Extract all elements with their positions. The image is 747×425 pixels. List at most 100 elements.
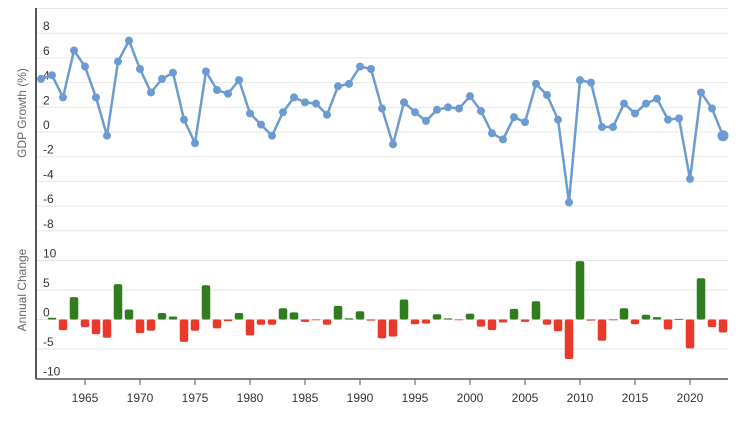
positive-bar xyxy=(124,309,134,320)
data-point xyxy=(477,107,485,116)
data-point xyxy=(103,131,111,140)
data-point xyxy=(334,82,342,91)
negative-bar xyxy=(388,319,398,337)
data-point xyxy=(708,104,716,113)
data-point xyxy=(642,99,650,108)
data-point xyxy=(411,108,419,117)
x-tick-label: 1985 xyxy=(292,391,319,405)
annual-change-bars xyxy=(47,261,728,360)
chart-axes xyxy=(35,8,728,380)
data-point xyxy=(521,118,529,127)
negative-bar xyxy=(212,319,222,329)
data-point xyxy=(323,110,331,119)
y-tick-label: -6 xyxy=(43,192,54,206)
negative-bar xyxy=(718,319,728,333)
data-point xyxy=(400,98,408,107)
data-point xyxy=(191,139,199,148)
negative-bar xyxy=(487,319,497,331)
data-point xyxy=(653,94,661,103)
negative-bar xyxy=(476,319,486,327)
y-tick-label: -4 xyxy=(43,167,54,181)
data-point xyxy=(37,74,45,83)
data-point xyxy=(444,103,452,112)
data-point xyxy=(565,198,573,207)
negative-bar xyxy=(498,319,508,323)
data-point xyxy=(147,88,155,97)
data-point xyxy=(433,105,441,114)
last-data-point xyxy=(717,130,729,142)
positive-bar xyxy=(465,313,475,320)
data-point xyxy=(631,109,639,118)
x-tick-label: 1990 xyxy=(347,391,374,405)
negative-bar xyxy=(300,319,310,322)
negative-bar xyxy=(322,319,332,325)
y-tick-label: 8 xyxy=(43,19,50,33)
positive-bar xyxy=(344,318,354,320)
x-tick-label: 2010 xyxy=(567,391,594,405)
negative-bar xyxy=(80,319,90,328)
positive-bar xyxy=(696,278,706,320)
data-point xyxy=(213,86,221,95)
data-point xyxy=(675,114,683,123)
data-point xyxy=(345,79,353,88)
data-point xyxy=(367,65,375,74)
y-tick-label: 4 xyxy=(43,69,50,83)
positive-bar xyxy=(278,308,288,320)
negative-bar xyxy=(564,319,574,360)
data-point xyxy=(422,116,430,125)
data-point xyxy=(609,123,617,132)
data-point xyxy=(664,115,672,124)
gdp-growth-gridlines: 8 6 4 2 0 -2 -4 -6 -8 xyxy=(36,8,728,232)
y-tick-label: -8 xyxy=(43,217,54,231)
data-point xyxy=(620,99,628,108)
negative-bar xyxy=(58,319,68,331)
x-axis-ticks: 1965 1970 1975 1980 1985 1990 1995 2000 2005 2010… xyxy=(72,379,704,405)
data-point xyxy=(136,65,144,74)
x-tick-label: 1970 xyxy=(127,391,154,405)
data-point xyxy=(543,90,551,99)
data-point xyxy=(268,131,276,140)
negative-bar xyxy=(421,319,431,324)
negative-bar xyxy=(267,319,277,325)
negative-bar xyxy=(597,319,607,341)
positive-bar xyxy=(113,284,123,320)
data-point xyxy=(125,36,133,45)
negative-bar xyxy=(454,319,464,321)
negative-bar xyxy=(102,319,112,338)
data-point xyxy=(697,88,705,97)
positive-bar xyxy=(652,317,662,320)
negative-bar xyxy=(663,319,673,330)
data-point xyxy=(158,74,166,83)
positive-bar xyxy=(399,299,409,320)
data-point xyxy=(301,98,309,107)
y-tick-label: -5 xyxy=(43,335,54,349)
data-point xyxy=(587,78,595,87)
data-point xyxy=(246,109,254,118)
x-tick-label: 2000 xyxy=(457,391,484,405)
data-point xyxy=(554,115,562,124)
negative-bar xyxy=(410,319,420,325)
y-tick-label: 6 xyxy=(43,44,50,58)
negative-bar xyxy=(146,319,156,331)
negative-bar xyxy=(366,319,376,321)
x-tick-label: 2015 xyxy=(622,391,649,405)
negative-bar xyxy=(685,319,695,349)
data-point xyxy=(356,62,364,71)
data-point xyxy=(48,71,56,80)
data-point xyxy=(224,89,232,98)
negative-bar xyxy=(586,319,596,321)
annual-change-axis-title: Annual Change xyxy=(15,248,29,332)
positive-bar xyxy=(509,308,519,320)
positive-bar xyxy=(641,314,651,320)
y-tick-label: 0 xyxy=(43,118,50,132)
y-tick-label: -2 xyxy=(43,143,54,157)
positive-bar xyxy=(432,314,442,320)
data-point xyxy=(598,123,606,132)
positive-bar xyxy=(168,316,178,320)
data-point xyxy=(510,113,518,122)
positive-bar xyxy=(69,297,79,320)
data-point xyxy=(81,62,89,71)
data-point xyxy=(70,46,78,55)
negative-bar xyxy=(91,319,101,335)
